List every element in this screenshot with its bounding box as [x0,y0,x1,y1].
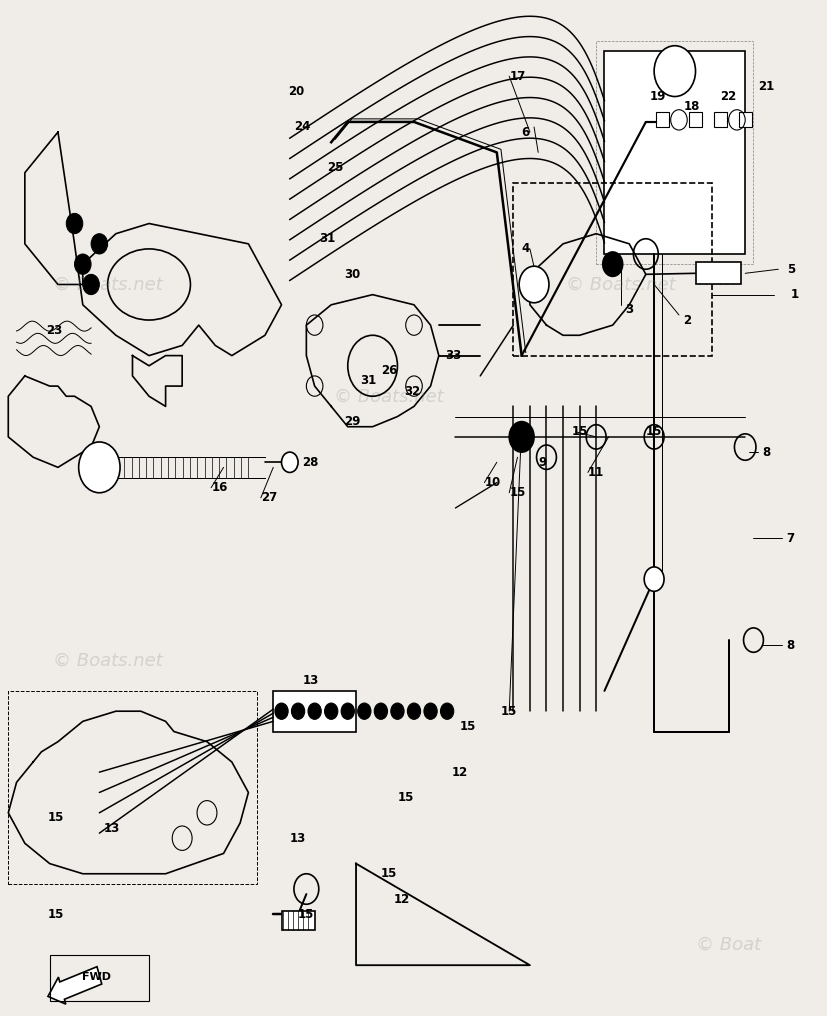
Bar [738,112,751,127]
Text: 26: 26 [380,365,397,377]
Text: FWD: FWD [82,972,112,982]
Text: 8: 8 [786,639,794,651]
Text: 7: 7 [786,532,794,545]
Circle shape [374,703,387,719]
Circle shape [74,254,91,274]
Circle shape [341,703,354,719]
Text: 18: 18 [682,101,699,113]
Text: 6: 6 [521,126,529,138]
Bar [695,262,740,284]
Text: 19: 19 [649,90,666,103]
Text: 4: 4 [521,243,529,255]
Text: 15: 15 [298,908,314,920]
Text: 15: 15 [459,720,476,733]
Bar [281,911,314,930]
Circle shape [653,46,695,97]
Circle shape [423,703,437,719]
Text: 20: 20 [288,85,304,98]
Text: 3: 3 [624,304,633,316]
Circle shape [308,703,321,719]
Text: 9: 9 [538,456,546,468]
Bar [50,955,149,1001]
Text: 28: 28 [302,456,318,468]
Text: 23: 23 [45,324,62,336]
Text: 11: 11 [587,466,604,479]
Circle shape [407,703,420,719]
FancyArrow shape [48,966,102,1004]
Text: © Boats.net: © Boats.net [53,651,162,670]
Circle shape [324,703,337,719]
Text: © Boat: © Boat [696,936,760,954]
Text: © Boats.net: © Boats.net [334,387,443,405]
Text: 31: 31 [360,375,376,387]
Circle shape [79,442,120,493]
Text: 17: 17 [509,70,525,82]
Circle shape [519,266,548,303]
Circle shape [281,452,298,472]
Circle shape [66,213,83,234]
Text: 29: 29 [343,416,360,428]
Text: 13: 13 [302,675,318,687]
Text: 5: 5 [786,263,794,275]
Circle shape [83,274,99,295]
Text: 13: 13 [103,822,120,834]
Circle shape [357,703,370,719]
Text: 31: 31 [318,233,335,245]
Text: 15: 15 [571,426,587,438]
Bar [688,112,701,127]
Text: 2: 2 [682,314,691,326]
Text: 8: 8 [761,446,769,458]
Text: 9: 9 [521,441,529,453]
Circle shape [602,252,622,276]
Text: 10: 10 [484,477,500,489]
Text: 12: 12 [451,766,467,778]
Circle shape [91,234,108,254]
Text: 15: 15 [48,908,65,920]
Text: 24: 24 [294,121,310,133]
Circle shape [291,703,304,719]
Text: 15: 15 [509,487,525,499]
Text: 30: 30 [343,268,360,280]
Text: 32: 32 [404,385,420,397]
Text: 21: 21 [757,80,773,92]
Text: 1: 1 [790,289,798,301]
Text: 27: 27 [261,492,277,504]
Text: 15: 15 [397,791,414,804]
Circle shape [275,703,288,719]
Text: 15: 15 [645,426,662,438]
Text: © Boats.net: © Boats.net [53,275,162,294]
Text: 25: 25 [327,162,343,174]
Bar [655,112,668,127]
Text: 13: 13 [289,832,306,844]
Circle shape [440,703,453,719]
Bar [595,41,753,264]
Bar [713,112,726,127]
Bar [513,183,711,356]
Bar [8,691,256,884]
Text: © Boats.net: © Boats.net [566,275,675,294]
Circle shape [390,703,404,719]
Text: 12: 12 [393,893,409,905]
Bar [273,691,356,732]
Circle shape [509,422,533,452]
Text: 22: 22 [719,90,736,103]
Bar [604,51,744,254]
Text: 15: 15 [48,812,65,824]
Text: 16: 16 [211,482,227,494]
Circle shape [643,567,663,591]
Text: 15: 15 [380,868,397,880]
Text: 33: 33 [445,350,461,362]
Text: 15: 15 [500,705,517,717]
